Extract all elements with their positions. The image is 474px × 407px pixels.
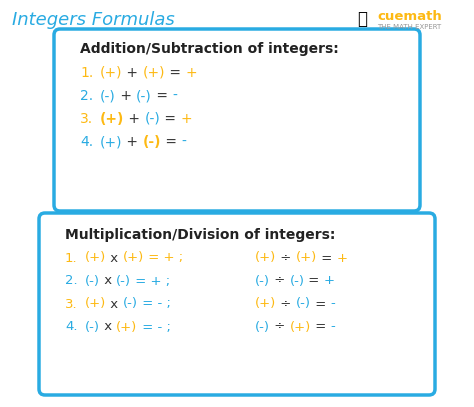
- Text: +: +: [116, 89, 136, 103]
- Text: (-): (-): [136, 89, 152, 103]
- Text: 3.: 3.: [80, 112, 93, 126]
- Text: +: +: [124, 112, 145, 126]
- Text: ÷: ÷: [276, 252, 296, 265]
- Text: =: =: [152, 89, 172, 103]
- Text: =: =: [161, 112, 181, 126]
- Text: (-): (-): [85, 274, 100, 287]
- Text: =: =: [311, 298, 330, 311]
- Text: (-): (-): [255, 274, 270, 287]
- Text: -: -: [330, 298, 335, 311]
- Text: (-): (-): [143, 135, 161, 149]
- Text: (-): (-): [255, 320, 270, 333]
- Text: (+): (+): [100, 135, 122, 149]
- Text: cuemath: cuemath: [377, 11, 442, 24]
- Text: 3.: 3.: [65, 298, 78, 311]
- Text: +: +: [186, 66, 197, 80]
- Text: (-): (-): [117, 274, 131, 287]
- FancyBboxPatch shape: [54, 29, 420, 211]
- Text: -: -: [182, 135, 187, 149]
- Text: x: x: [106, 252, 123, 265]
- Text: (-): (-): [85, 320, 100, 333]
- Text: 🚀: 🚀: [357, 10, 367, 28]
- Text: +: +: [324, 274, 335, 287]
- Text: x: x: [100, 320, 117, 333]
- Text: x: x: [100, 274, 117, 287]
- Text: (-): (-): [123, 298, 137, 311]
- Text: 2.: 2.: [80, 89, 93, 103]
- Text: = + ;: = + ;: [131, 274, 171, 287]
- Text: Integers Formulas: Integers Formulas: [12, 11, 175, 29]
- Text: =: =: [165, 66, 186, 80]
- Text: ÷: ÷: [270, 320, 290, 333]
- Text: = - ;: = - ;: [137, 320, 171, 333]
- Text: -: -: [172, 89, 177, 103]
- Text: 1.: 1.: [65, 252, 78, 265]
- Text: =: =: [311, 320, 330, 333]
- Text: +: +: [181, 112, 192, 126]
- Text: 4.: 4.: [80, 135, 93, 149]
- Text: (+): (+): [85, 298, 106, 311]
- Text: = - ;: = - ;: [137, 298, 171, 311]
- Text: Multiplication/Division of integers:: Multiplication/Division of integers:: [65, 228, 336, 242]
- Text: (+): (+): [85, 252, 106, 265]
- Text: (+): (+): [100, 112, 124, 126]
- Text: = + ;: = + ;: [144, 252, 183, 265]
- Text: (+): (+): [290, 320, 311, 333]
- Text: (+): (+): [100, 66, 122, 80]
- Text: Addition/Subtraction of integers:: Addition/Subtraction of integers:: [80, 42, 339, 56]
- Text: ÷: ÷: [276, 298, 296, 311]
- Text: =: =: [317, 252, 337, 265]
- Text: (-): (-): [296, 298, 311, 311]
- Text: +: +: [122, 135, 143, 149]
- Text: THE MATH EXPERT: THE MATH EXPERT: [377, 24, 441, 30]
- Text: (-): (-): [145, 112, 161, 126]
- Text: (+): (+): [255, 298, 276, 311]
- Text: 4.: 4.: [65, 320, 78, 333]
- Text: ÷: ÷: [270, 274, 290, 287]
- Text: =: =: [304, 274, 324, 287]
- FancyBboxPatch shape: [39, 213, 435, 395]
- Text: (-): (-): [100, 89, 116, 103]
- Text: (+): (+): [117, 320, 137, 333]
- Text: (+): (+): [143, 66, 165, 80]
- Text: (+): (+): [255, 252, 276, 265]
- Text: +: +: [337, 252, 347, 265]
- Text: =: =: [161, 135, 182, 149]
- Text: (+): (+): [296, 252, 317, 265]
- Text: -: -: [330, 320, 335, 333]
- Text: (+): (+): [123, 252, 144, 265]
- Text: +: +: [122, 66, 143, 80]
- Text: (-): (-): [290, 274, 304, 287]
- Text: 1.: 1.: [80, 66, 93, 80]
- Text: x: x: [106, 298, 123, 311]
- Text: 2.: 2.: [65, 274, 78, 287]
